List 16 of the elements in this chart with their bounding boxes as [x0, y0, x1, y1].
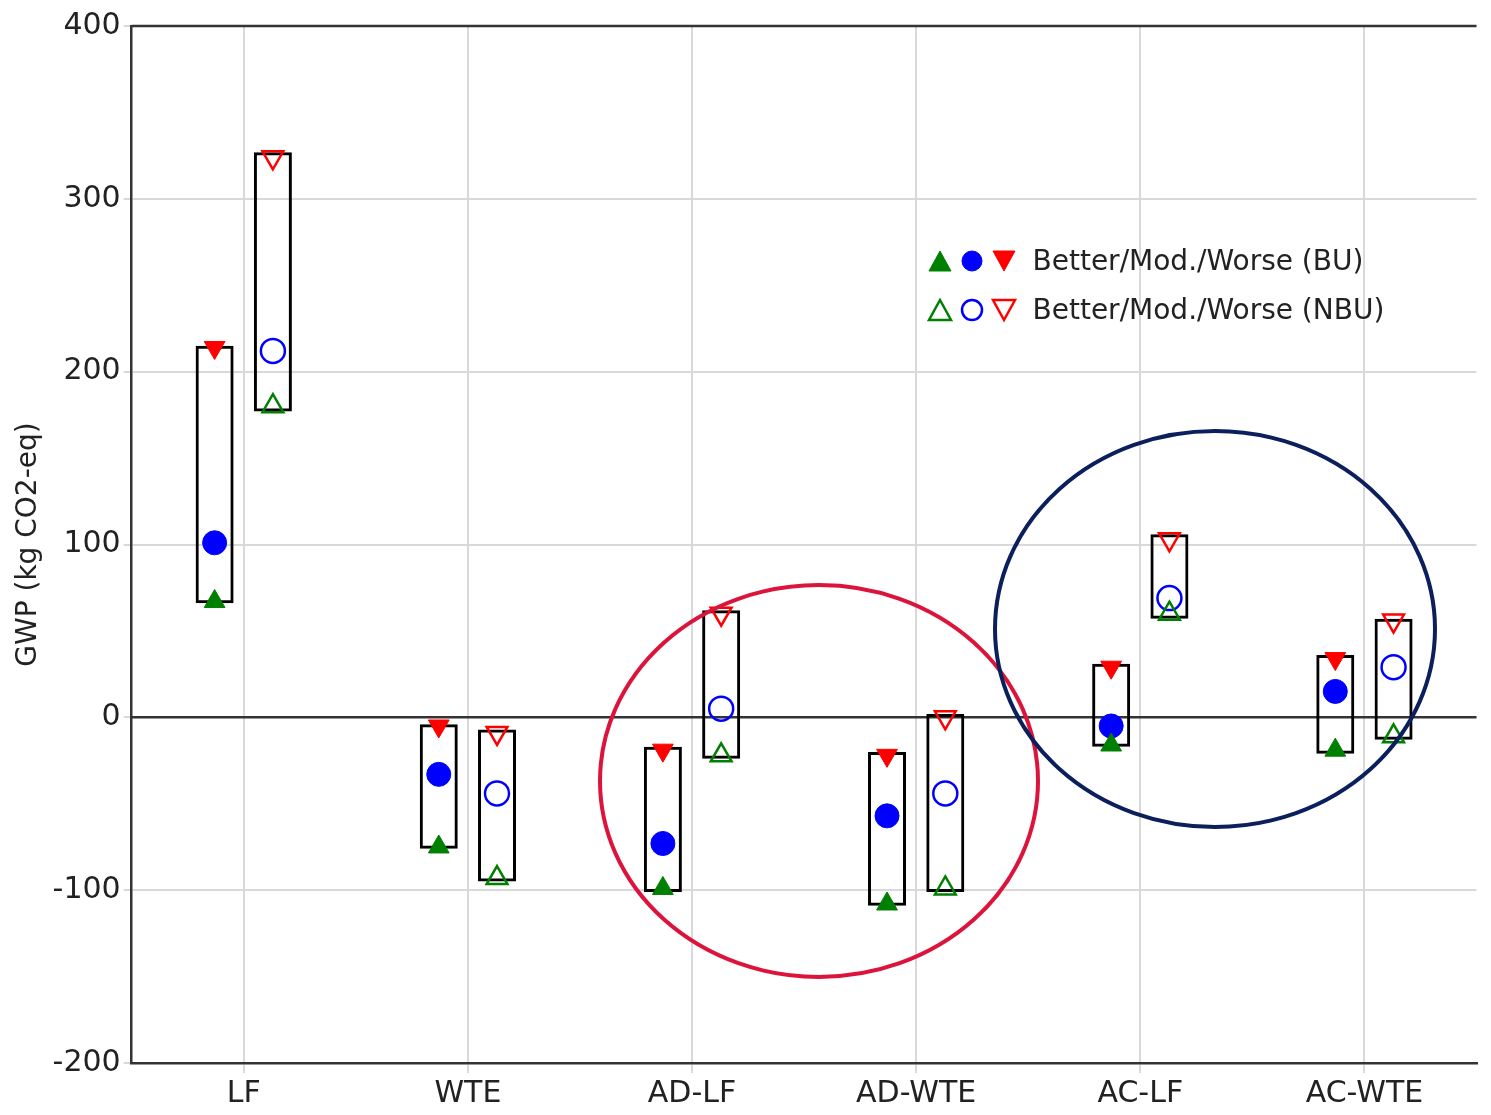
legend-label: Better/Mod./Worse (NBU)	[1032, 293, 1385, 326]
x-tick-label: AC-LF	[1097, 1073, 1184, 1109]
y-axis-title: GWP (kg CO2-eq)	[10, 422, 44, 667]
x-tick-label: AC-WTE	[1305, 1073, 1424, 1109]
x-tick-label: WTE	[434, 1073, 502, 1109]
x-tick-label: AD-LF	[647, 1073, 737, 1109]
y-tick-label: 200	[63, 351, 121, 387]
legend-label: Better/Mod./Worse (BU)	[1032, 244, 1364, 277]
x-tick-label: AD-WTE	[856, 1073, 977, 1109]
y-tick-label: 400	[63, 5, 121, 41]
y-tick-label: 100	[63, 524, 121, 560]
y-tick-label: 300	[63, 178, 121, 214]
y-tick-label: -200	[52, 1042, 121, 1078]
x-tick-label: LF	[226, 1073, 261, 1109]
y-tick-label: -100	[52, 869, 121, 905]
y-tick-label: 0	[101, 697, 121, 733]
